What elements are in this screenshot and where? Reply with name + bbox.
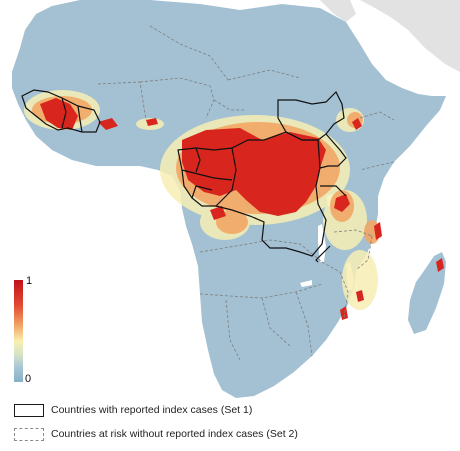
map-svg xyxy=(12,0,460,398)
colorbar-min-label: 0 xyxy=(25,373,32,385)
set1-borders xyxy=(21,89,347,263)
madagascar xyxy=(408,252,446,334)
legend-swatch-dashed xyxy=(14,427,44,441)
small-lake xyxy=(300,280,312,287)
colorbar-max-label: 1 xyxy=(26,275,33,287)
legend-label-set2: Countries at risk without reported index… xyxy=(51,428,298,440)
legend-swatch-solid xyxy=(14,403,44,417)
legend-label-set1: Countries with reported index cases (Set… xyxy=(51,404,253,416)
sinai-land xyxy=(320,0,356,22)
arabian-peninsula xyxy=(360,0,460,72)
colorbar-gradient xyxy=(14,280,23,382)
legend-item-set2: Countries at risk without reported index… xyxy=(14,425,454,443)
map-legend: Countries with reported index cases (Set… xyxy=(14,401,454,449)
colorbar: 1 0 xyxy=(14,276,34,392)
africa-risk-map xyxy=(12,0,460,398)
legend-item-set1: Countries with reported index cases (Set… xyxy=(14,401,454,419)
set2-borders xyxy=(97,25,395,361)
